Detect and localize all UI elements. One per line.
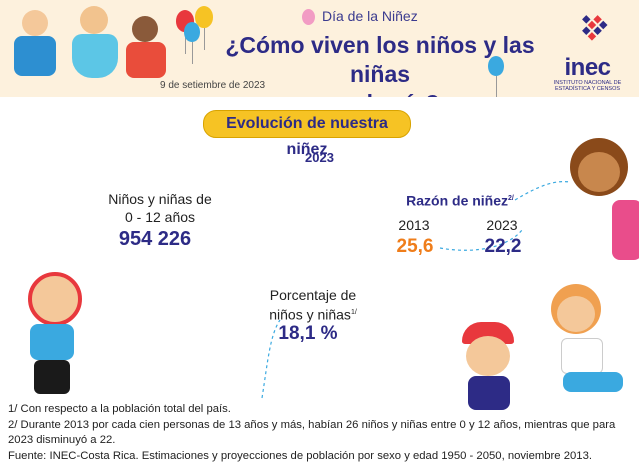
source-note: Fuente: INEC-Costa Rica. Estimaciones y … [8,449,592,462]
ratio-year-2013: 2013 [398,217,430,233]
kid-illustration-right-top [566,130,639,260]
logo-sub-line-2: ESTADÍSTICA Y CENSOS [554,86,621,92]
header-banner: Día de la Niñez ¿Cómo viven los niños y … [0,0,639,97]
children-label-line-1: Niños y niñas de [108,191,212,207]
logo-sub-line-1: INSTITUTO NACIONAL DE [553,80,622,86]
header-date: 9 de setiembre de 2023 [160,80,266,91]
percentage-value: 18,1 % [278,323,338,344]
kid-body-2 [72,34,118,78]
children-label-line-2: 0 - 12 años [124,209,196,225]
kid-body-1 [14,36,56,76]
ratio-value-2013: 25,6 [396,236,434,257]
section-year: 2023 [305,150,334,165]
title-line-2: en el país? [200,89,560,97]
footnote-1: 1/ Con respecto a la población total del… [8,403,231,415]
page-title: ¿Cómo viven los niños y las niñas en el … [200,31,560,97]
section-title: Evolución de nuestra niñez [203,110,411,158]
inec-logo-mark-icon [582,15,608,41]
title-line-1: ¿Cómo viven los niños y las niñas [225,32,535,87]
balloon-yellow-icon [195,6,213,50]
ratio-label-text: Razón de niñez [406,192,509,209]
ratio-footnote-marker: 2/ [508,195,514,202]
percentage-label-line-2: niños y niñas [269,306,351,323]
ratio-value-2023: 22,2 [484,236,522,257]
pink-balloon-icon [302,9,315,25]
kid-body-3 [126,42,166,78]
footnote-2: 2/ Durante 2013 por cada cien personas d… [8,418,616,447]
kid-illustration-left [20,272,90,397]
logo-subtitle: INSTITUTO NACIONAL DE ESTADÍSTICA Y CENS… [540,80,635,92]
kid-illustration-2 [80,6,108,34]
inec-logo: inec INSTITUTO NACIONAL DE ESTADÍSTICA Y… [540,6,635,94]
logo-text: inec [564,54,611,81]
kid-illustration-right-bottom [535,282,639,400]
balloon-blue-icon [184,22,200,64]
children-count-value: 954 226 [118,228,192,250]
kid-illustration-bottom-center [458,322,528,410]
kid-illustration-1 [22,10,48,36]
ratio-label: Razón de niñez2/ [400,190,520,210]
percentage-label-line-1: Porcentaje de [269,287,357,303]
percentage-label: Porcentaje de niños y niñas1/ [258,286,368,324]
percentage-footnote-marker: 1/ [350,309,357,316]
balloon-blue-right-icon [488,56,504,97]
footnotes: 1/ Con respecto a la población total del… [8,402,638,464]
header-subtitle: Día de la Niñez [322,8,418,24]
ratio-year-2023: 2023 [486,217,518,233]
kid-illustration-3 [132,16,158,42]
children-count-label: Niños y niñas de 0 - 12 años [95,190,225,226]
